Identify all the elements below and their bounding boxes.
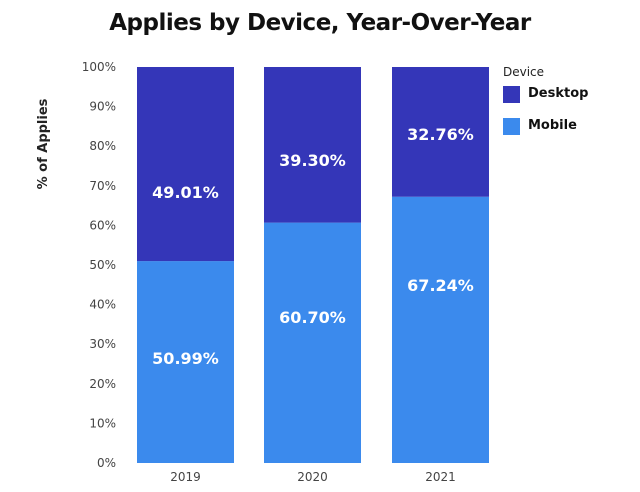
y-tick-label: 10% <box>89 416 116 430</box>
y-tick-label: 50% <box>89 258 116 272</box>
y-tick-label: 80% <box>89 139 116 153</box>
data-label-mobile-2019: 50.99% <box>152 349 219 368</box>
legend-label-mobile: Mobile <box>528 118 577 133</box>
x-tick-label: 2020 <box>297 470 328 484</box>
bar-desktop-2021 <box>392 67 489 197</box>
y-tick-label: 60% <box>89 218 116 232</box>
data-label-desktop-2020: 39.30% <box>279 151 346 170</box>
y-tick-label: 0% <box>97 456 116 470</box>
bar-mobile-2019 <box>137 261 234 463</box>
y-tick-label: 30% <box>89 337 116 351</box>
bar-desktop-2019 <box>137 67 234 262</box>
chart-title: Applies by Device, Year-Over-Year <box>109 10 531 36</box>
data-label-mobile-2020: 60.70% <box>279 308 346 327</box>
y-tick-label: 20% <box>89 377 116 391</box>
y-tick-label: 100% <box>82 60 116 74</box>
legend-swatch-desktop <box>503 86 520 103</box>
x-tick-label: 2021 <box>425 470 456 484</box>
legend-title: Device <box>503 65 545 79</box>
y-tick-label: 40% <box>89 298 116 312</box>
y-tick-label: 90% <box>89 100 116 114</box>
legend-label-desktop: Desktop <box>528 86 589 101</box>
bar-mobile-2021 <box>392 196 489 463</box>
data-label-mobile-2021: 67.24% <box>407 276 474 295</box>
bar-desktop-2020 <box>264 67 361 223</box>
y-tick-label: 70% <box>89 179 116 193</box>
x-tick-label: 2019 <box>170 470 201 484</box>
data-label-desktop-2019: 49.01% <box>152 183 219 202</box>
legend-swatch-mobile <box>503 118 520 135</box>
data-label-desktop-2021: 32.76% <box>407 125 474 144</box>
bar-mobile-2020 <box>264 222 361 463</box>
